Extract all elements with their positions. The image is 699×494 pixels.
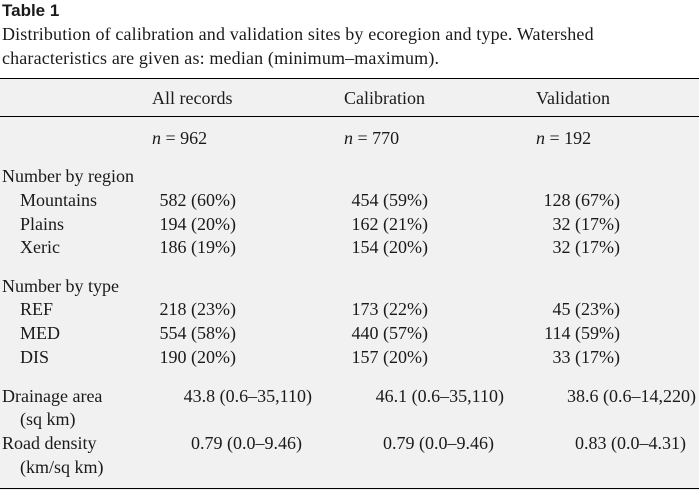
row-label-plains: Plains: [20, 214, 65, 234]
table-background: [0, 78, 699, 490]
cell-ref-calibration: 173 (22%): [351, 299, 428, 319]
cell-ref-all: 218 (23%): [159, 299, 236, 319]
cell-plains-calibration: 162 (21%): [351, 214, 428, 234]
cell-mountains-validation: 128 (67%): [543, 190, 620, 210]
row-label-med: MED: [20, 323, 60, 343]
n-validation: n = 192: [536, 127, 591, 149]
n-calibration: n = 770: [344, 127, 399, 149]
cell-xeric-calibration: 154 (20%): [351, 237, 428, 257]
table-top-rule: [0, 78, 699, 79]
n-value: = 192: [549, 128, 592, 148]
cell-dis-validation: 33 (17%): [552, 347, 620, 367]
cell-road-density-calibration: 0.79 (0.0–9.46): [383, 433, 494, 453]
cell-med-all: 554 (58%): [159, 323, 236, 343]
row-label-road-density: Road density: [2, 433, 97, 453]
cell-road-density-all: 0.79 (0.0–9.46): [191, 433, 302, 453]
row-unit-drainage-area: (sq km): [20, 409, 76, 429]
table-header-rule: [0, 116, 699, 117]
column-header-calibration: Calibration: [344, 88, 425, 108]
row-label-ref: REF: [20, 299, 54, 319]
column-header-all-records: All records: [152, 88, 233, 108]
table-label: Table 1: [2, 1, 60, 20]
cell-med-calibration: 440 (57%): [351, 323, 428, 343]
table-caption: Distribution of calibration and validati…: [2, 24, 594, 68]
cell-med-validation: 114 (59%): [544, 323, 620, 343]
row-label-drainage-area: Drainage area: [2, 386, 103, 406]
cell-road-density-validation: 0.83 (0.0–4.31): [575, 433, 686, 453]
cell-drainage-validation: 38.6 (0.6–14,220): [567, 386, 696, 406]
cell-mountains-calibration: 454 (59%): [351, 190, 428, 210]
n-symbol: n: [344, 128, 353, 148]
section-header-type: Number by type: [2, 276, 119, 296]
cell-ref-validation: 45 (23%): [552, 299, 620, 319]
cell-plains-all: 194 (20%): [159, 214, 236, 234]
n-symbol: n: [152, 128, 161, 148]
row-label-mountains: Mountains: [20, 190, 98, 210]
row-unit-road-density: (km/sq km): [20, 457, 104, 477]
section-header-region: Number by region: [2, 166, 134, 186]
column-header-validation: Validation: [536, 88, 610, 108]
cell-xeric-all: 186 (19%): [159, 237, 236, 257]
row-label-xeric: Xeric: [20, 237, 60, 257]
n-value: = 770: [357, 128, 400, 148]
cell-dis-all: 190 (20%): [159, 347, 236, 367]
row-label-dis: DIS: [20, 347, 50, 367]
cell-plains-validation: 32 (17%): [552, 214, 620, 234]
table-bottom-rule: [0, 488, 699, 489]
n-symbol: n: [536, 128, 545, 148]
n-value: = 962: [165, 128, 208, 148]
cell-drainage-calibration: 46.1 (0.6–35,110): [375, 386, 504, 406]
cell-mountains-all: 582 (60%): [159, 190, 236, 210]
cell-xeric-validation: 32 (17%): [552, 237, 620, 257]
cell-drainage-all: 43.8 (0.6–35,110): [183, 386, 312, 406]
n-all-records: n = 962: [152, 127, 207, 149]
cell-dis-calibration: 157 (20%): [351, 347, 428, 367]
